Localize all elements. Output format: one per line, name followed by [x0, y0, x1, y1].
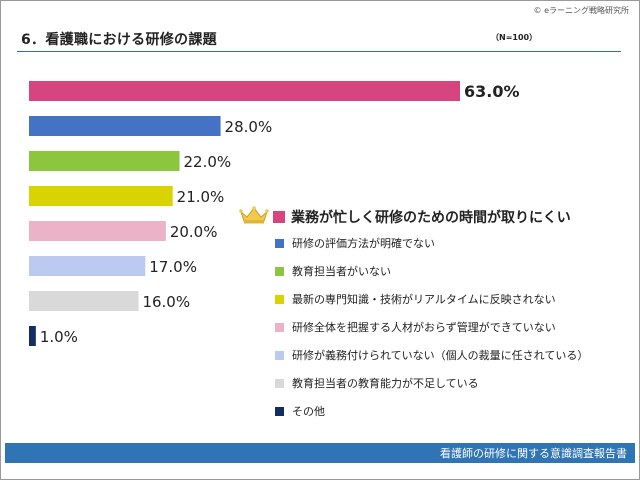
bar-value-label-3: 22.0% [184, 153, 232, 171]
legend-swatch [275, 238, 284, 248]
legend-item-4: 最新の専門知識・技術がリアルタイムに反映されない [269, 285, 588, 313]
legend-swatch [275, 266, 284, 276]
footer-bar: 看護師の研修に関する意識調査報告書 [5, 443, 635, 463]
chart-legend: 業務が忙しく研修のための時間が取りにくい 研修の評価方法が明確でない 教育担当者がい… [269, 205, 588, 425]
legend-swatch [275, 350, 284, 360]
bar-value-label-2: 28.0% [225, 118, 273, 136]
legend-item-7: 教育担当者の教育能力が不足している [269, 369, 588, 397]
bar-6 [29, 256, 146, 276]
crown-icon [239, 206, 269, 224]
legend-label: 業務が忙しく研修のための時間が取りにくい [291, 210, 571, 226]
bar-5 [29, 221, 166, 241]
legend-swatch [275, 322, 284, 332]
page-title: 6．看護職における研修の課題 [21, 32, 217, 48]
legend-item-2: 研修の評価方法が明確でない [269, 229, 588, 257]
legend-swatch [275, 378, 284, 388]
bar-value-label-8: 1.0% [40, 328, 78, 346]
bar-7 [29, 291, 139, 311]
legend-swatch [275, 406, 284, 416]
legend-label: その他 [292, 405, 325, 418]
legend-item-3: 教育担当者がいない [269, 257, 588, 285]
legend-label: 研修が義務付けられていない（個人の裁量に任されている） [292, 349, 589, 362]
legend-label: 教育担当者がいない [292, 265, 391, 278]
sample-size: （N=100） [491, 33, 538, 42]
legend-swatch [273, 211, 285, 223]
bar-1 [29, 81, 460, 101]
bar-3 [29, 151, 180, 171]
bar-value-label-7: 16.0% [142, 293, 190, 311]
legend-label: 教育担当者の教育能力が不足している [292, 377, 479, 390]
bar-4 [29, 186, 173, 206]
bar-value-label-1: 63.0% [464, 82, 520, 101]
legend-label: 研修の評価方法が明確でない [292, 237, 435, 250]
bar-8 [29, 326, 36, 346]
copyright-text: © eラーニング戦略研究所 [533, 6, 629, 15]
legend-label: 最新の専門知識・技術がリアルタイムに反映されない [292, 293, 556, 306]
bar-value-label-6: 17.0% [149, 258, 197, 276]
bar-value-label-4: 21.0% [177, 188, 225, 206]
footer-text: 看護師の研修に関する意識調査報告書 [440, 447, 627, 460]
title-divider [17, 51, 621, 52]
legend-item-5: 研修全体を把握する人材がおらず管理ができていない [269, 313, 588, 341]
legend-swatch [275, 294, 284, 304]
bar-value-label-5: 20.0% [170, 223, 218, 241]
bar-2 [29, 116, 221, 136]
legend-item-8: その他 [269, 397, 588, 425]
legend-label: 研修全体を把握する人材がおらず管理ができていない [292, 321, 556, 334]
legend-item-1: 業務が忙しく研修のための時間が取りにくい [269, 205, 588, 229]
bar-chart: 63.0% 28.0% 22.0% 21.0% 20.0% 17.0% 16.0% 1.0% [29, 81, 520, 346]
legend-item-6: 研修が義務付けられていない（個人の裁量に任されている） [269, 341, 588, 369]
